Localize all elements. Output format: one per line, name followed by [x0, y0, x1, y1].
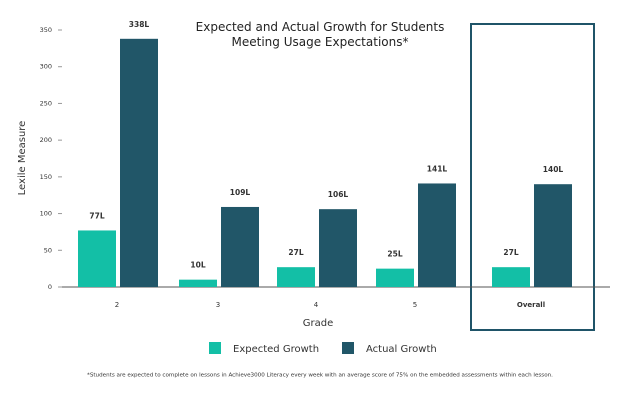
value-label: 106L — [328, 190, 349, 199]
y-tick-label: 100 — [40, 210, 52, 218]
value-label: 10L — [190, 261, 205, 270]
legend-label: Expected Growth — [233, 344, 319, 355]
bar — [277, 267, 315, 287]
bar — [120, 38, 158, 287]
y-tick-label: 350 — [40, 26, 52, 34]
value-label: 77L — [89, 211, 104, 220]
y-tick-label: 50 — [44, 246, 52, 254]
bar — [221, 206, 259, 287]
value-label: 27L — [503, 248, 518, 257]
y-tick-label: 200 — [40, 136, 52, 144]
y-tick-label: 0 — [48, 283, 52, 291]
x-axis-label: Grade — [303, 318, 334, 329]
bar — [319, 209, 357, 287]
highlight-box — [470, 23, 595, 331]
value-label: 109L — [230, 188, 251, 197]
y-tick-label: 150 — [40, 173, 52, 181]
bar — [534, 184, 572, 287]
legend-label: Actual Growth — [366, 344, 437, 355]
value-label: 141L — [427, 164, 448, 173]
x-tick-label: 2 — [115, 301, 119, 309]
value-label: 27L — [288, 248, 303, 257]
bar — [376, 268, 414, 287]
chart-title: Expected and Actual Growth for Students … — [195, 20, 445, 49]
bar — [179, 279, 217, 287]
y-tick-label: 250 — [40, 99, 52, 107]
bar — [418, 183, 456, 287]
y-tick-label: 300 — [40, 63, 52, 71]
x-tick-label: 4 — [314, 301, 319, 309]
bar — [78, 230, 116, 287]
value-label: 140L — [543, 165, 564, 174]
value-label: 338L — [129, 20, 150, 29]
legend-swatch — [209, 342, 221, 354]
legend-swatch — [342, 342, 354, 354]
x-tick-label: 3 — [216, 301, 220, 309]
footnote: *Students are expected to complete on le… — [87, 373, 553, 379]
x-tick-label: 5 — [413, 301, 417, 309]
y-axis-label: Lexile Measure — [17, 121, 28, 196]
x-tick-label: Overall — [517, 301, 545, 309]
value-label: 25L — [387, 250, 402, 259]
bar — [492, 267, 530, 287]
